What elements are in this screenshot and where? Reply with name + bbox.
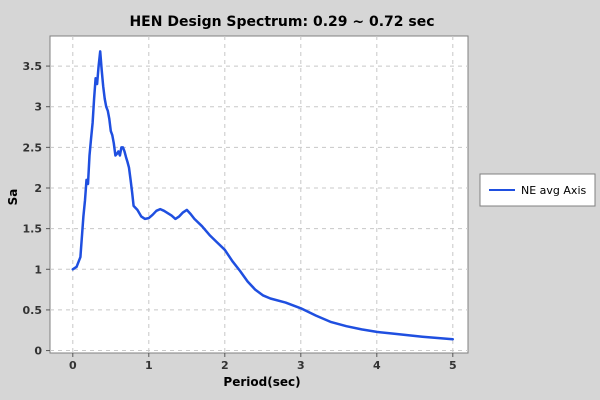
y-tick-label: 2	[34, 182, 42, 195]
legend: NE avg Axis	[479, 173, 596, 207]
x-tick-label: 0	[69, 359, 77, 372]
y-tick-label: 0	[34, 345, 42, 358]
y-tick-label: 1.5	[23, 223, 43, 236]
series-layer	[71, 50, 455, 341]
y-tick-label: 2.5	[23, 141, 43, 154]
y-tick-label: 0.5	[23, 304, 43, 317]
x-tick-label: 4	[373, 359, 381, 372]
x-axis-label: Period(sec)	[223, 375, 300, 389]
plot-area	[49, 35, 469, 354]
x-tick-label: 5	[449, 359, 457, 372]
axes: 0 1 2 3 4 5 0 0.5 1 1.5 2 2.5 3 3.5	[23, 60, 457, 372]
y-tick-label: 3	[34, 101, 42, 114]
series-line-0	[71, 50, 455, 341]
y-tick-label: 1	[34, 263, 42, 276]
x-tick-label: 2	[221, 359, 229, 372]
grid	[49, 35, 469, 354]
y-axis-label: Sa	[6, 189, 20, 206]
y-tick-label: 3.5	[23, 60, 43, 73]
x-tick-label: 1	[145, 359, 153, 372]
x-tick-label: 3	[297, 359, 305, 372]
chart-title: HEN Design Spectrum: 0.29 ~ 0.72 sec	[129, 14, 434, 30]
legend-entry-label: NE avg Axis	[521, 184, 586, 197]
